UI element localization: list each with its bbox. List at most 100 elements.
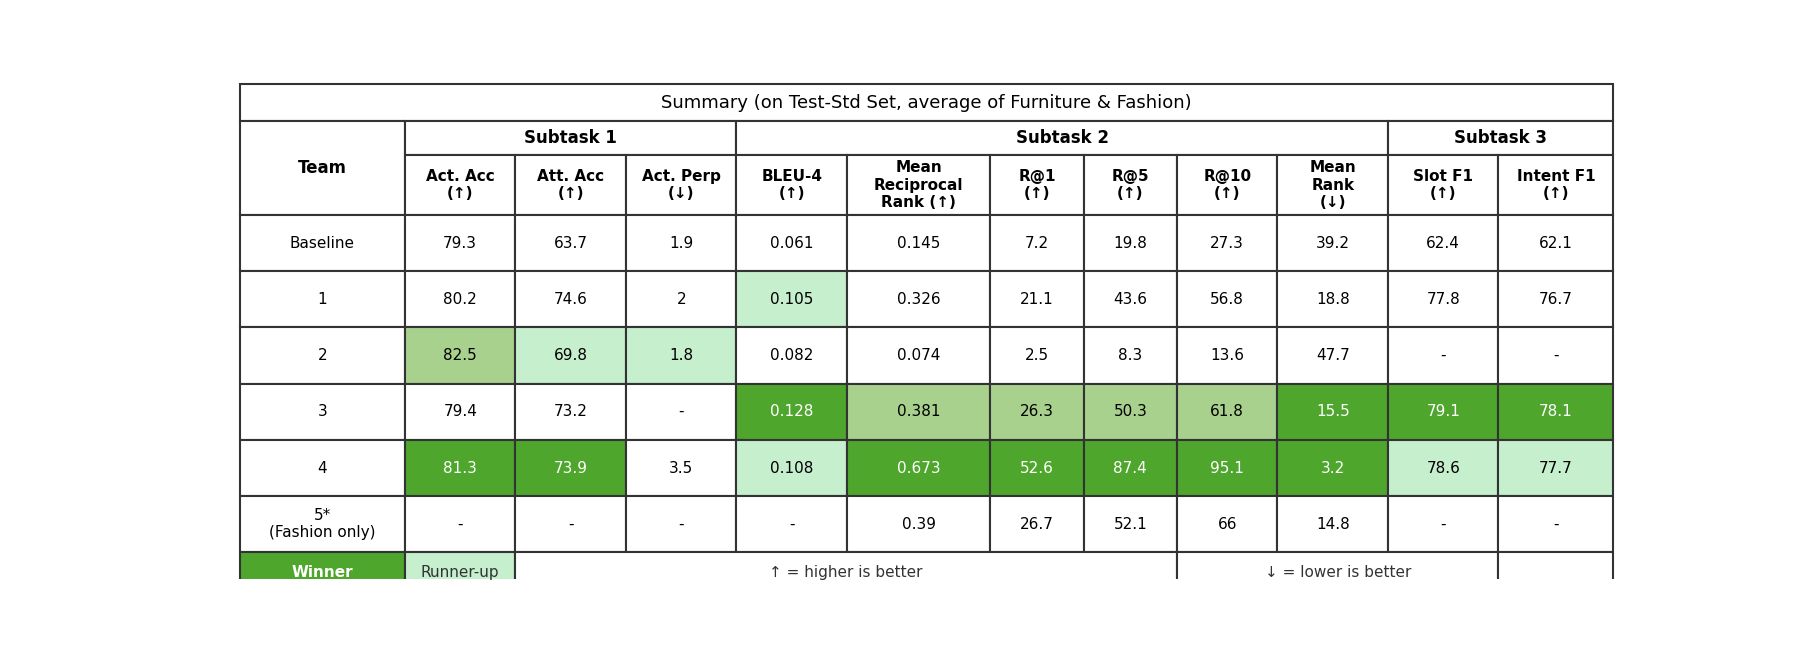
Bar (846, 384, 990, 440)
Text: 61.8: 61.8 (1209, 404, 1243, 419)
Text: 62.4: 62.4 (1426, 236, 1460, 251)
Text: 0.145: 0.145 (896, 236, 940, 251)
Text: 80.2: 80.2 (443, 292, 477, 307)
Bar (735, 271, 846, 328)
Text: 73.9: 73.9 (553, 460, 587, 476)
Bar (1388, 328, 1498, 384)
Bar (240, 440, 405, 496)
Bar (846, 155, 990, 215)
Bar (1498, 440, 1612, 496)
Text: 79.4: 79.4 (443, 404, 477, 419)
Bar (515, 552, 1176, 592)
Text: 2: 2 (318, 348, 327, 363)
Bar (1498, 496, 1612, 552)
Text: 39.2: 39.2 (1315, 236, 1350, 251)
Text: Act. Acc
(↑): Act. Acc (↑) (426, 169, 495, 202)
Bar (846, 496, 990, 552)
Bar (515, 215, 625, 271)
Text: -: - (678, 517, 683, 532)
Text: 2.5: 2.5 (1025, 348, 1048, 363)
Text: 0.108: 0.108 (770, 460, 813, 476)
Text: 0.082: 0.082 (770, 348, 813, 363)
Bar (240, 121, 405, 215)
Text: 14.8: 14.8 (1315, 517, 1348, 532)
Bar (405, 271, 515, 328)
Text: 0.381: 0.381 (896, 404, 940, 419)
Text: 52.6: 52.6 (1019, 460, 1053, 476)
Bar (240, 384, 405, 440)
Bar (1176, 496, 1278, 552)
Bar (240, 215, 405, 271)
Text: 0.074: 0.074 (896, 348, 940, 363)
Text: 77.7: 77.7 (1538, 460, 1572, 476)
Text: 18.8: 18.8 (1315, 292, 1348, 307)
Bar (1176, 384, 1278, 440)
Text: 47.7: 47.7 (1315, 348, 1348, 363)
Bar (405, 215, 515, 271)
Bar (405, 155, 515, 215)
Text: 79.1: 79.1 (1426, 404, 1460, 419)
Bar (1278, 215, 1388, 271)
Text: 0.39: 0.39 (902, 517, 936, 532)
Text: 15.5: 15.5 (1315, 404, 1348, 419)
Bar (1176, 215, 1278, 271)
Text: Subtask 3: Subtask 3 (1453, 129, 1547, 147)
Bar (1082, 271, 1176, 328)
Bar (1082, 155, 1176, 215)
Text: -: - (678, 404, 683, 419)
Text: Subtask 1: Subtask 1 (524, 129, 616, 147)
Bar (1498, 215, 1612, 271)
Bar (1388, 271, 1498, 328)
Text: 1.9: 1.9 (669, 236, 692, 251)
Bar (515, 496, 625, 552)
Bar (1278, 496, 1388, 552)
Bar (990, 215, 1082, 271)
Bar (1388, 496, 1498, 552)
Bar (846, 215, 990, 271)
Bar (515, 155, 625, 215)
Bar (1082, 384, 1176, 440)
Bar (990, 440, 1082, 496)
Bar (625, 440, 735, 496)
Text: 52.1: 52.1 (1113, 517, 1147, 532)
Text: 77.8: 77.8 (1426, 292, 1460, 307)
Text: 7.2: 7.2 (1025, 236, 1048, 251)
Text: Winner: Winner (291, 565, 352, 580)
Text: 78.1: 78.1 (1538, 404, 1572, 419)
Bar (1176, 271, 1278, 328)
Text: -: - (1440, 348, 1446, 363)
Text: 27.3: 27.3 (1209, 236, 1243, 251)
Bar (1498, 328, 1612, 384)
Bar (990, 328, 1082, 384)
Text: 81.3: 81.3 (443, 460, 477, 476)
Text: ↑ = higher is better: ↑ = higher is better (770, 565, 923, 580)
Bar (1082, 440, 1176, 496)
Text: 1: 1 (318, 292, 327, 307)
Bar (1176, 552, 1498, 592)
Bar (515, 440, 625, 496)
Bar (625, 328, 735, 384)
Text: 76.7: 76.7 (1538, 292, 1572, 307)
Bar (1278, 328, 1388, 384)
Text: 43.6: 43.6 (1113, 292, 1147, 307)
Bar (405, 496, 515, 552)
Bar (990, 155, 1082, 215)
Bar (735, 155, 846, 215)
Text: -: - (1552, 517, 1558, 532)
Bar (1498, 155, 1612, 215)
Bar (1388, 155, 1498, 215)
Bar (1278, 271, 1388, 328)
Bar (405, 121, 735, 155)
Bar (735, 328, 846, 384)
Bar (1388, 440, 1498, 496)
Bar (735, 496, 846, 552)
Bar (1498, 271, 1612, 328)
Text: 13.6: 13.6 (1209, 348, 1243, 363)
Text: Team: Team (298, 159, 347, 177)
Text: ↓ = lower is better: ↓ = lower is better (1263, 565, 1409, 580)
Text: 62.1: 62.1 (1538, 236, 1572, 251)
Bar (515, 384, 625, 440)
Text: 2: 2 (676, 292, 685, 307)
Bar (240, 328, 405, 384)
Bar (1498, 552, 1612, 592)
